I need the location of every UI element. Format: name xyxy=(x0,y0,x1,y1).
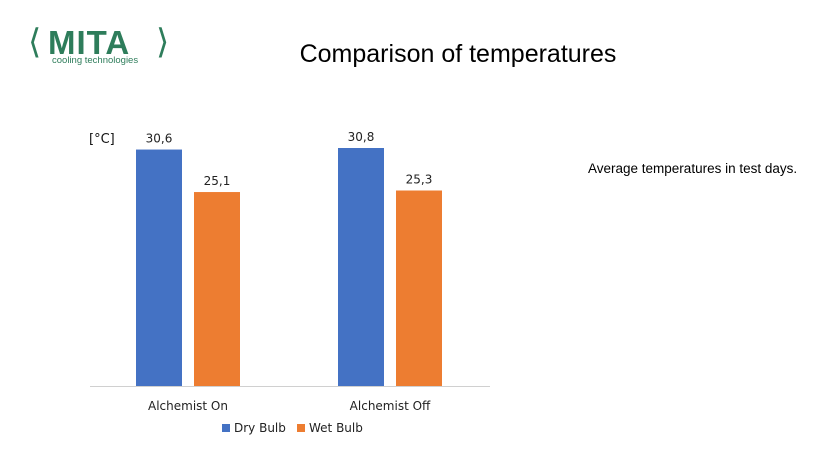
data-label: 25,3 xyxy=(406,173,433,187)
brand-logo: ⟨ MITA ⟩ cooling technologies xyxy=(28,22,178,70)
logo-wordmark: MITA xyxy=(48,24,131,61)
logo-tagline: cooling technologies xyxy=(52,55,139,66)
category-label: Alchemist On xyxy=(148,399,228,413)
legend-swatch-wet-bulb xyxy=(297,424,305,432)
slide-title: Comparison of temperatures xyxy=(299,40,617,68)
logo-left-bracket: ⟨ xyxy=(28,22,42,62)
category-label: Alchemist Off xyxy=(350,399,431,413)
data-label: 30,8 xyxy=(348,130,375,144)
legend-label: Dry Bulb xyxy=(234,421,286,435)
y-axis-label: [°C] xyxy=(89,132,115,147)
logo-right-bracket: ⟩ xyxy=(156,22,170,62)
legend-swatch-dry-bulb xyxy=(222,424,230,432)
legend-label: Wet Bulb xyxy=(309,421,363,435)
data-label: 25,1 xyxy=(204,174,231,188)
bar-dry-bulb-1 xyxy=(338,148,384,386)
bar-wet-bulb-1 xyxy=(396,190,442,386)
chart-note: Average temperatures in test days. xyxy=(588,161,798,176)
data-label: 30,6 xyxy=(146,132,173,146)
bar-dry-bulb-0 xyxy=(136,149,182,386)
bar-wet-bulb-0 xyxy=(194,192,240,386)
